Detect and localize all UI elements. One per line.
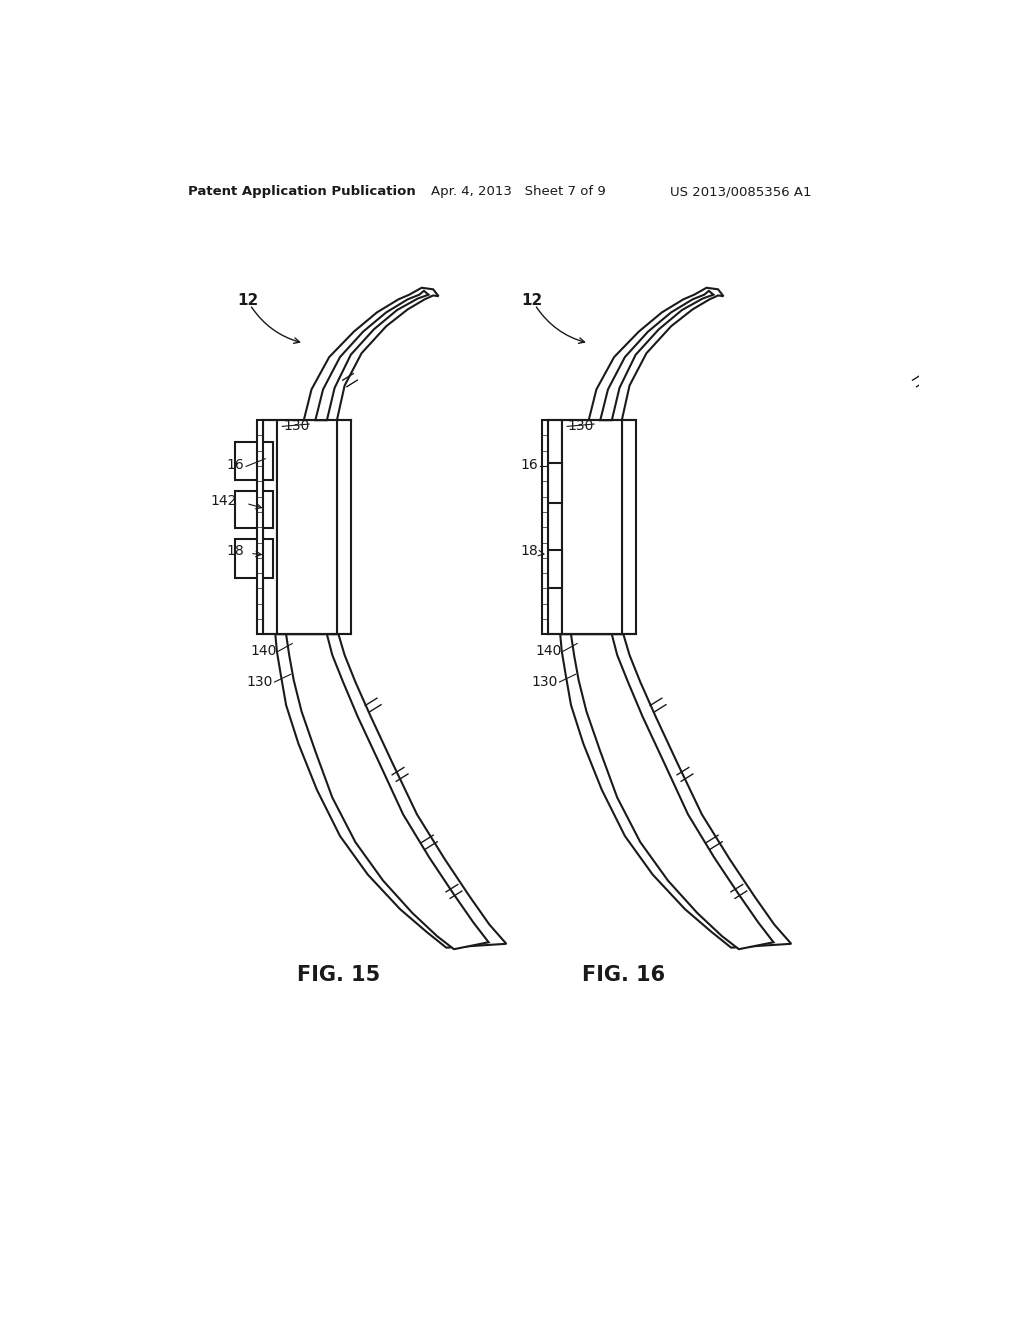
Text: 16: 16 <box>521 458 539 471</box>
PathPatch shape <box>622 420 636 635</box>
PathPatch shape <box>286 635 488 949</box>
Polygon shape <box>234 442 273 480</box>
Text: FIG. 16: FIG. 16 <box>582 965 665 985</box>
Text: FIG. 15: FIG. 15 <box>297 965 380 985</box>
Text: 140: 140 <box>536 644 562 659</box>
PathPatch shape <box>560 635 792 948</box>
PathPatch shape <box>548 420 562 635</box>
Polygon shape <box>276 420 337 635</box>
Text: 12: 12 <box>237 293 258 308</box>
Polygon shape <box>548 549 562 589</box>
PathPatch shape <box>589 288 724 420</box>
Text: 130: 130 <box>568 420 594 433</box>
Text: 130: 130 <box>247 675 273 689</box>
Polygon shape <box>560 635 792 948</box>
Polygon shape <box>257 420 263 635</box>
Polygon shape <box>600 290 714 420</box>
Text: 130: 130 <box>283 420 309 433</box>
Polygon shape <box>263 420 276 635</box>
Polygon shape <box>542 420 548 635</box>
Text: 12: 12 <box>521 293 543 308</box>
Text: Apr. 4, 2013   Sheet 7 of 9: Apr. 4, 2013 Sheet 7 of 9 <box>431 185 605 198</box>
Polygon shape <box>622 420 636 635</box>
Text: 142: 142 <box>211 494 237 508</box>
Text: Patent Application Publication: Patent Application Publication <box>188 185 416 198</box>
Text: 18: 18 <box>521 544 539 558</box>
Polygon shape <box>234 539 273 578</box>
Polygon shape <box>562 420 622 635</box>
Polygon shape <box>286 635 488 949</box>
Polygon shape <box>571 635 773 949</box>
Polygon shape <box>304 288 438 420</box>
Polygon shape <box>548 420 562 635</box>
PathPatch shape <box>337 420 351 635</box>
PathPatch shape <box>263 420 276 635</box>
Polygon shape <box>315 290 429 420</box>
PathPatch shape <box>304 288 438 420</box>
Text: 18: 18 <box>226 544 245 558</box>
PathPatch shape <box>275 635 506 948</box>
Text: 130: 130 <box>531 675 558 689</box>
Polygon shape <box>234 491 273 528</box>
Polygon shape <box>589 288 724 420</box>
PathPatch shape <box>571 635 773 949</box>
Polygon shape <box>548 462 562 503</box>
Polygon shape <box>337 420 351 635</box>
Text: 140: 140 <box>251 644 276 659</box>
Polygon shape <box>275 635 506 948</box>
Text: US 2013/0085356 A1: US 2013/0085356 A1 <box>670 185 811 198</box>
Text: 16: 16 <box>226 458 245 471</box>
